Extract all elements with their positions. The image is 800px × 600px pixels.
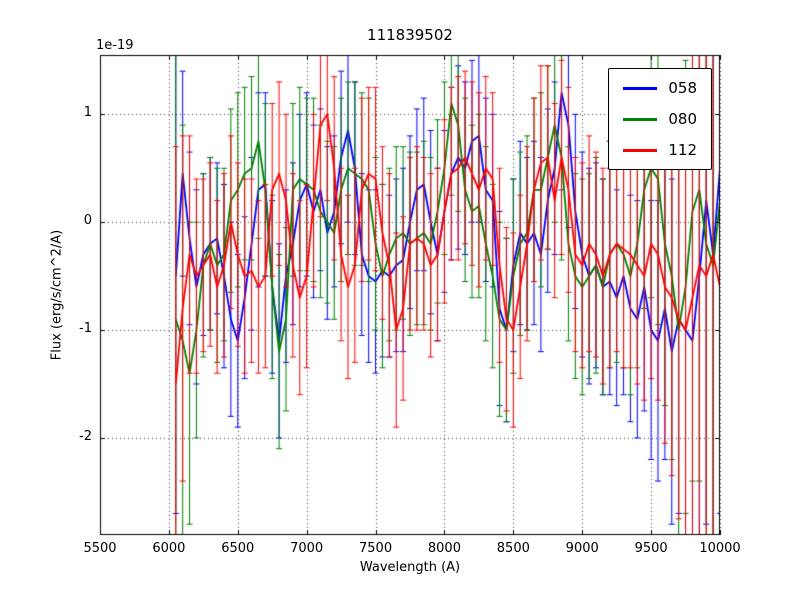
legend-label-112: 112	[668, 141, 697, 159]
legend-entry-112: 112	[623, 141, 697, 159]
x-tick-label: 6500	[221, 541, 255, 556]
legend-line-swatch-058	[623, 86, 658, 90]
x-tick-label: 7000	[290, 541, 324, 556]
legend-entry-080: 080	[623, 110, 697, 128]
y-tick-label: 0	[83, 213, 92, 229]
x-axis-label: Wavelength (A)	[359, 560, 461, 575]
y-axis-offset-label: 1e-19	[96, 38, 134, 53]
x-tick-label: 8000	[427, 541, 461, 556]
x-tick-label: 5500	[83, 541, 117, 556]
legend-label-058: 058	[668, 79, 697, 97]
y-axis-label: Flux (erg/s/cm^2/A)	[49, 229, 65, 361]
legend: 058 080 112	[608, 68, 712, 170]
x-tick-label: 10000	[699, 541, 741, 556]
x-tick-label: 7500	[359, 541, 393, 556]
x-tick-label: 8500	[496, 541, 530, 556]
y-tick-label: -1	[79, 321, 92, 337]
x-tick-label: 9500	[634, 541, 668, 556]
legend-line-swatch-080	[623, 117, 658, 121]
legend-line-swatch-112	[623, 148, 658, 152]
legend-label-080: 080	[668, 110, 697, 128]
x-tick-label: 6000	[152, 541, 186, 556]
x-tick-label: 9000	[565, 541, 599, 556]
y-tick-label: -2	[79, 428, 92, 444]
y-tick-label: 1	[83, 105, 92, 121]
legend-entry-058: 058	[623, 79, 697, 97]
chart-title: 111839502	[367, 26, 453, 44]
